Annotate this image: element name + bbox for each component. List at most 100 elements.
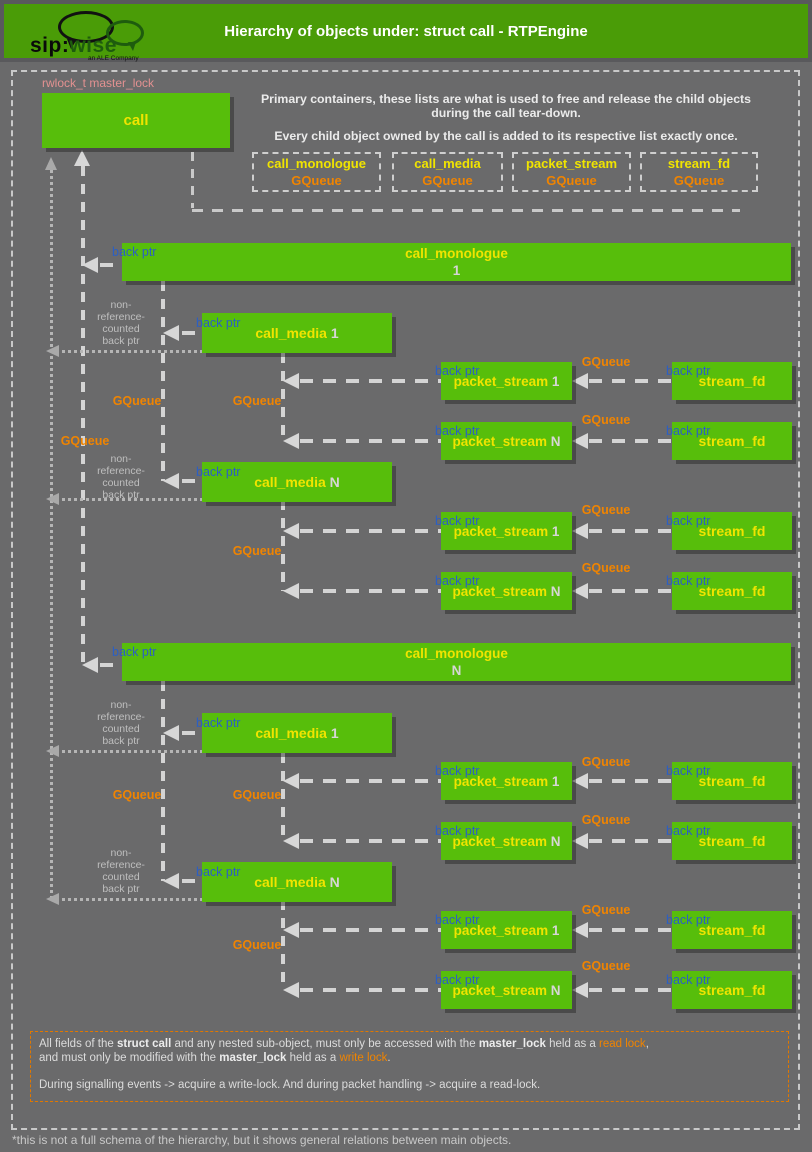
legend-text: All fields of the — [39, 1038, 117, 1050]
arrowhead-left-icon — [283, 373, 299, 389]
queue-box-stream-fd: stream_fd GQueue — [640, 152, 758, 192]
box-label: packet_stream 1 — [453, 922, 560, 938]
arrowhead-left-icon — [163, 725, 179, 741]
connector-line — [182, 731, 198, 735]
arrowhead-left-icon — [283, 773, 299, 789]
box-stream-fd-4b: stream_fd — [672, 971, 792, 1009]
box-label: call_monologue — [405, 246, 508, 261]
connector-line — [280, 900, 285, 990]
queue-box-type: GQueue — [673, 173, 725, 188]
connector-line — [280, 353, 285, 441]
page-title: Hierarchy of objects under: struct call … — [224, 22, 588, 40]
box-packet-stream-nc: packet_stream N — [441, 822, 572, 860]
non-ref-back-ptr-line: counted — [102, 871, 140, 883]
arrowhead-left-icon — [283, 523, 299, 539]
back-ptr-label: back ptr — [666, 973, 711, 987]
arrowhead-left-icon — [283, 982, 299, 998]
box-label: stream_fd — [698, 833, 766, 849]
queue-box-call-media: call_media GQueue — [392, 152, 503, 192]
connector-line — [160, 681, 165, 881]
connector-line — [300, 439, 441, 443]
connector-line — [300, 589, 441, 593]
back-ptr-label: back ptr — [196, 465, 241, 479]
footnote: *this is not a full schema of the hierar… — [12, 1133, 512, 1147]
legend-line — [39, 1065, 780, 1079]
queue-box-name: packet_stream — [525, 156, 618, 171]
gqueue-label: GQueue — [581, 755, 631, 769]
box-packet-stream-1d: packet_stream 1 — [441, 911, 572, 949]
legend-text: master_lock — [478, 1038, 546, 1050]
diagram-frame — [11, 70, 800, 1130]
arrowhead-left-icon — [283, 433, 299, 449]
connector-line — [190, 152, 194, 208]
box-packet-stream-nd: packet_stream N — [441, 971, 572, 1009]
box-label: call_monologue — [405, 646, 508, 661]
back-ptr-label: back ptr — [435, 973, 480, 987]
gqueue-label: GQueue — [581, 561, 631, 575]
connector-line — [589, 529, 672, 533]
back-ptr-label: back ptr — [666, 574, 711, 588]
non-ref-back-ptr-label: non-reference-counted back ptr — [66, 699, 176, 747]
gqueue-label: GQueue — [232, 394, 282, 408]
back-ptr-label: back ptr — [666, 764, 711, 778]
box-call-media-nb: call_media N — [202, 862, 392, 902]
non-ref-back-ptr-line: non- — [110, 299, 132, 311]
arrowhead-left-icon — [46, 493, 59, 505]
legend-line: and must only be modified with the maste… — [39, 1052, 780, 1066]
back-ptr-label: back ptr — [666, 424, 711, 438]
box-packet-stream-1b: packet_stream 1 — [441, 512, 572, 550]
connector-line — [589, 988, 672, 992]
back-ptr-label: back ptr — [435, 913, 480, 927]
box-packet-stream-na: packet_stream N — [441, 422, 572, 460]
non-ref-back-ptr-line: back ptr — [102, 335, 140, 347]
non-ref-back-ptr-line: reference- — [97, 465, 145, 477]
arrowhead-left-icon — [572, 433, 588, 449]
box-call-media-na: call_media N — [202, 462, 392, 502]
non-ref-back-ptr-line: counted — [102, 723, 140, 735]
box-number: 1 — [452, 263, 461, 278]
legend-lock-term: read lock — [599, 1038, 646, 1050]
connector-line — [62, 497, 202, 501]
legend-text: and any nested sub-object, must only be … — [171, 1038, 479, 1050]
connector-line — [300, 839, 441, 843]
non-ref-back-ptr-line: reference- — [97, 311, 145, 323]
connector-line — [300, 779, 441, 783]
arrowhead-left-icon — [46, 745, 59, 757]
back-ptr-label: back ptr — [435, 764, 480, 778]
box-stream-fd-3a: stream_fd — [672, 512, 792, 550]
legend-line: During signalling events -> acquire a wr… — [39, 1079, 780, 1093]
arrowhead-left-icon — [283, 833, 299, 849]
connector-line — [300, 988, 441, 992]
logo-text: sip:wise — [30, 34, 117, 57]
back-ptr-label: back ptr — [435, 424, 480, 438]
master-lock-label: rwlock_t master_lock — [42, 76, 155, 90]
box-label: stream_fd — [698, 433, 766, 449]
arrowhead-left-icon — [283, 583, 299, 599]
speech-bubble-small-icon — [106, 20, 144, 51]
box-packet-stream-1c: packet_stream 1 — [441, 762, 572, 800]
connector-line — [589, 928, 672, 932]
legend-text: . — [387, 1051, 391, 1064]
lock-legend: All fields of the struct call and any ne… — [30, 1031, 789, 1102]
back-ptr-label: back ptr — [435, 574, 480, 588]
box-label: stream_fd — [698, 373, 766, 389]
intro-line-1: Primary containers, these lists are what… — [260, 92, 751, 120]
gqueue-label: GQueue — [232, 544, 282, 558]
back-ptr-label: back ptr — [112, 645, 157, 659]
connector-line — [100, 663, 116, 667]
connector-line — [280, 500, 285, 591]
box-call-media-1a: call_media 1 — [202, 313, 392, 353]
non-ref-back-ptr-line: reference- — [97, 711, 145, 723]
arrowhead-left-icon — [572, 773, 588, 789]
arrowhead-left-icon — [163, 325, 179, 341]
gqueue-label: GQueue — [112, 788, 162, 802]
legend-text: held as a — [286, 1051, 340, 1064]
box-call-monologue-n: call_monologue N — [122, 643, 791, 681]
box-label: stream_fd — [698, 523, 766, 539]
back-ptr-label: back ptr — [196, 716, 241, 730]
queue-box-name: call_monologue — [267, 156, 366, 171]
arrowhead-left-icon — [46, 893, 59, 905]
box-label: packet_stream N — [452, 982, 561, 998]
legend-text: and must only be modified with the — [39, 1051, 220, 1064]
